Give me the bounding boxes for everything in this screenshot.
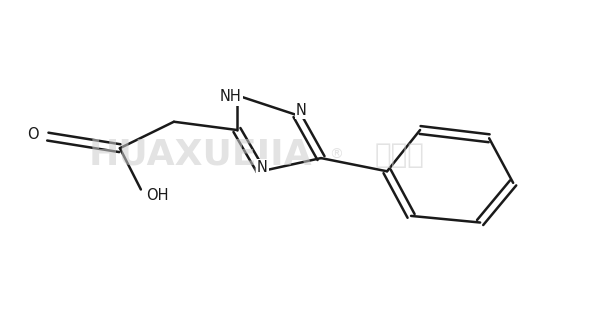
Text: N: N — [257, 160, 268, 175]
Text: OH: OH — [145, 187, 168, 203]
Text: 化学加: 化学加 — [374, 141, 424, 169]
Text: O: O — [27, 127, 39, 142]
Text: NH: NH — [220, 89, 242, 104]
Text: HUAXUEJIA: HUAXUEJIA — [89, 138, 313, 172]
Text: N: N — [296, 103, 307, 118]
Text: ®: ® — [329, 148, 343, 162]
